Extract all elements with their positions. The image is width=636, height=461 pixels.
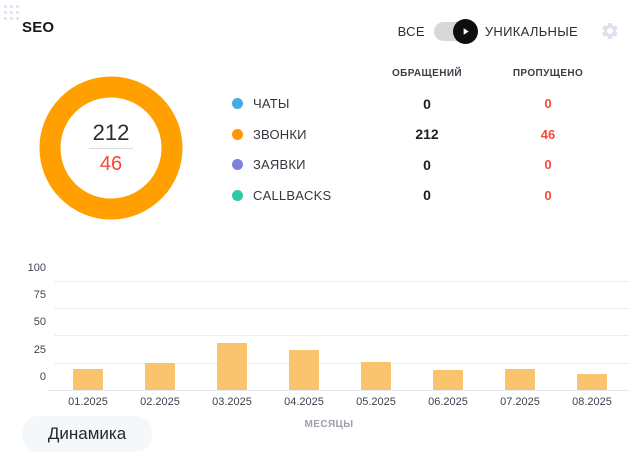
toggle-label-unique[interactable]: УНИКАЛЬНЫЕ (484, 23, 578, 39)
toggle-knob (452, 18, 478, 44)
gridline (55, 280, 629, 282)
column-header-missed: ПРОПУЩЕНО (512, 67, 584, 79)
legend-row-chats: ЧАТЫ (228, 96, 368, 111)
x-tick-label: 02.2025 (140, 396, 180, 408)
gear-icon[interactable] (600, 21, 620, 41)
gridline (55, 335, 629, 337)
legend-row-calls: ЗВОНКИ (228, 127, 368, 142)
bar-05.2025[interactable] (361, 362, 391, 390)
legend-row-forms: ЗАЯВКИ (228, 157, 368, 172)
y-tick-label: 25 (33, 343, 46, 356)
donut-ring (39, 76, 183, 220)
forms-missed-value: 0 (544, 157, 552, 173)
toggle-label-all[interactable]: ВСЕ (397, 23, 425, 39)
chats-dot-icon (232, 98, 243, 110)
drag-handle-icon[interactable] (4, 5, 19, 20)
x-tick-label: 03.2025 (212, 396, 252, 408)
play-icon (463, 27, 469, 35)
legend-label: CALLBACKS (253, 187, 332, 203)
gridline (55, 362, 629, 364)
x-tick-label: 06.2025 (428, 396, 468, 408)
donut-divider (89, 148, 133, 149)
calls-missed-value: 46 (540, 126, 556, 142)
y-tick-label: 50 (33, 316, 46, 329)
donut-center: 212 46 (36, 73, 186, 223)
legend-label: ЧАТЫ (253, 96, 290, 112)
bar-06.2025[interactable] (433, 370, 463, 390)
unique-toggle[interactable] (433, 18, 478, 44)
bar-08.2025[interactable] (577, 374, 607, 390)
y-tick-label: 100 (27, 261, 46, 274)
header-controls: ВСЕ УНИКАЛЬНЫЕ (397, 18, 620, 44)
bar-01.2025[interactable] (73, 369, 103, 390)
callbacks-dot-icon (232, 189, 243, 201)
y-tick-label: 0 (39, 371, 46, 383)
column-header-requests: ОБРАЩЕНИЙ (391, 67, 463, 79)
calls-dot-icon (232, 128, 243, 140)
tab-dynamics-label: Динамика (47, 424, 127, 443)
donut-total-value: 212 (92, 120, 130, 145)
x-axis-line (47, 390, 629, 391)
donut-missed-value: 46 (99, 153, 123, 175)
x-tick-label: 04.2025 (284, 396, 324, 408)
donut-chart[interactable]: 212 46 (36, 73, 186, 223)
legend-row-callbacks: CALLBACKS (228, 188, 368, 203)
monthly-bar-chart: 0 25 50 75 100 01.2025 02.2025 03.2025 04.2025 05… (0, 255, 636, 415)
legend-table: ОБРАЩЕНИЙ ПРОПУЩЕНО ЧАТЫ 0 0 ЗВОНКИ 212 … (228, 58, 610, 211)
bar-04.2025[interactable] (289, 350, 319, 390)
tab-dynamics[interactable]: Динамика (22, 416, 152, 452)
legend-label: ЗАЯВКИ (253, 157, 306, 173)
gridline (55, 308, 629, 310)
x-tick-label: 01.2025 (68, 396, 108, 408)
chats-missed-value: 0 (544, 96, 552, 112)
callbacks-missed-value: 0 (544, 187, 552, 203)
callbacks-requests-value: 0 (423, 187, 431, 204)
legend-label: ЗВОНКИ (253, 126, 307, 142)
x-axis-title: МЕСЯЦЫ (304, 419, 354, 430)
widget-title: SEO (22, 19, 55, 36)
forms-requests-value: 0 (423, 156, 431, 173)
bar-02.2025[interactable] (145, 363, 175, 390)
x-tick-label: 05.2025 (356, 396, 396, 408)
bar-03.2025[interactable] (217, 343, 247, 390)
forms-dot-icon (232, 159, 243, 171)
x-tick-label: 08.2025 (572, 396, 612, 408)
y-tick-label: 75 (33, 289, 46, 302)
x-tick-label: 07.2025 (500, 396, 540, 408)
bar-07.2025[interactable] (505, 369, 535, 390)
chats-requests-value: 0 (423, 95, 431, 112)
calls-requests-value: 212 (415, 126, 439, 143)
